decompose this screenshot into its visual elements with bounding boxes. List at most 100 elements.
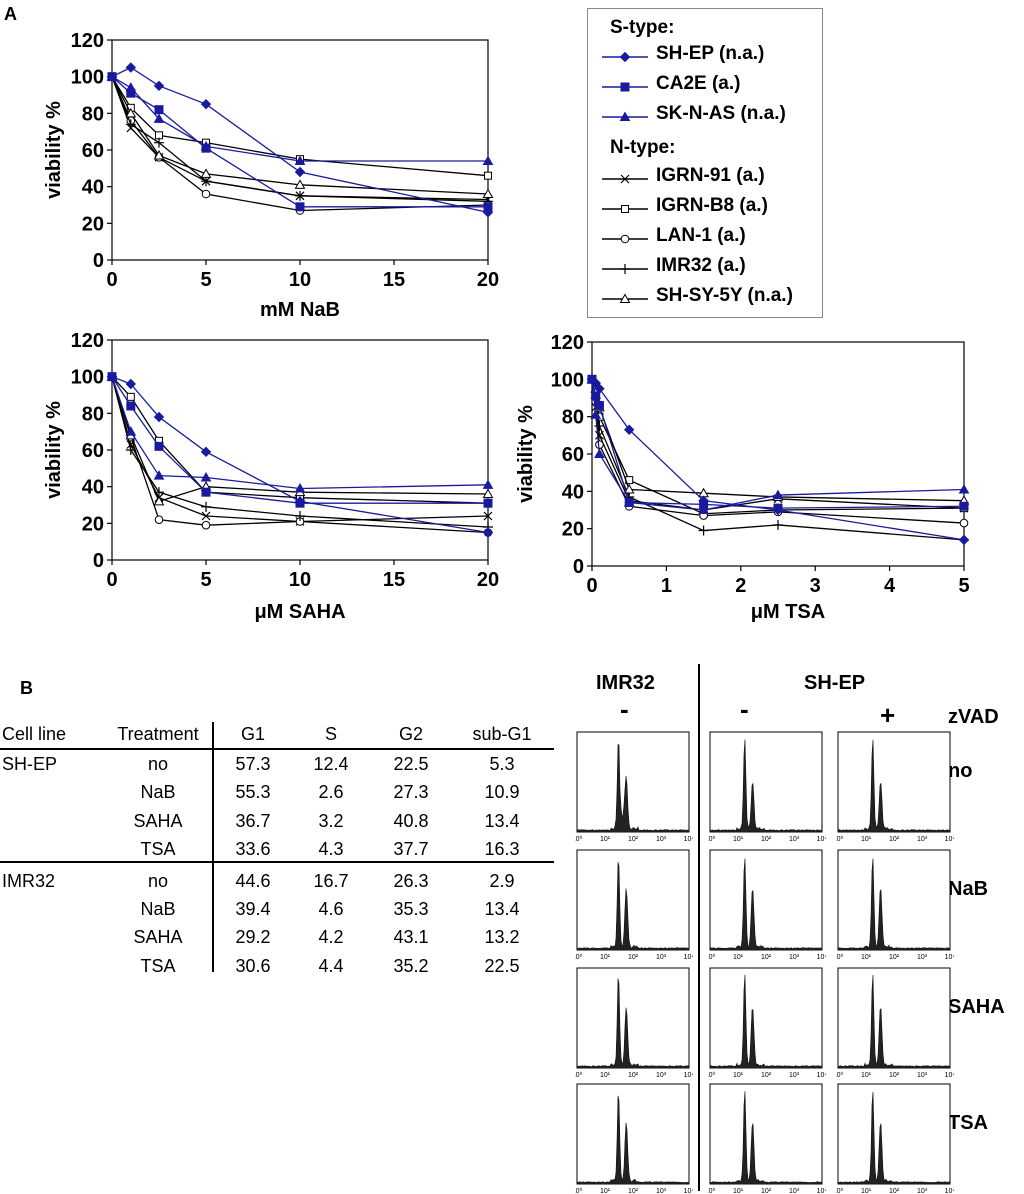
header-sub-g1: sub-G1 xyxy=(472,724,532,744)
legend-label: CA2E (a.) xyxy=(656,73,741,94)
data-point xyxy=(294,482,306,493)
histogram-tick-label: 10³ xyxy=(917,1188,928,1194)
legend-swatch xyxy=(602,174,648,184)
table-header: Cell line Treatment G1 S G2 sub-G1 xyxy=(0,724,560,748)
histogram-tick-label: 10⁰ xyxy=(575,1071,582,1078)
g2-value: 26.3 xyxy=(393,870,429,891)
legend-swatch xyxy=(602,234,648,244)
histogram-row-label: SAHA xyxy=(948,996,1005,1018)
panel-a-label: A xyxy=(4,4,17,24)
saha-viability-chart: 0 20 40 60 80 100 120 0 5 10 15 20 μM SAHA viability … xyxy=(43,330,499,623)
g1-value: 39.4 xyxy=(235,899,271,919)
legend-item: SH-EP (n.a.) xyxy=(588,43,822,71)
data-point xyxy=(295,498,305,508)
sub-g1-value: 2.9 xyxy=(489,870,515,891)
legend-item: LAN-1 (a.) xyxy=(588,225,822,253)
data-point xyxy=(153,80,165,92)
table-row: SAHA 29.2 4.2 43.1 13.2 xyxy=(0,927,560,951)
histogram-bars xyxy=(709,1091,823,1185)
histogram-tick-label: 10¹ xyxy=(600,1072,611,1078)
histogram-tick-label: 10¹ xyxy=(600,1188,611,1194)
legend-label: IGRN-B8 (a.) xyxy=(656,195,768,216)
data-point xyxy=(201,189,211,199)
y-tick-label: 0 xyxy=(93,250,104,272)
s-value: 4.2 xyxy=(318,927,344,948)
legend-marker xyxy=(619,111,631,121)
histogram-frame xyxy=(709,967,823,1069)
histogram-frame xyxy=(576,967,690,1069)
data-point xyxy=(773,519,783,530)
legend-item: IGRN-91 (a.) xyxy=(588,165,822,193)
histogram-frame xyxy=(709,1083,823,1185)
histogram-tick-label: 10⁴ xyxy=(817,836,826,842)
g1-value: 29.2 xyxy=(235,927,271,948)
legend-s-type-heading: S-type: xyxy=(610,17,675,38)
histogram-bars xyxy=(837,739,951,833)
legend-label: SH-SY-5Y (n.a.) xyxy=(656,285,793,306)
histogram-tick-label: 10³ xyxy=(656,1188,667,1194)
histogram-tick-label: 10¹ xyxy=(600,836,611,842)
data-point xyxy=(200,140,212,151)
s-value: 12.4 xyxy=(313,754,349,774)
histogram-row-label: NaB xyxy=(948,878,989,900)
data-point xyxy=(594,421,605,431)
legend-label: IMR32 (a.) xyxy=(656,255,746,276)
histogram-bars xyxy=(837,975,951,1069)
data-point xyxy=(295,511,305,521)
histogram-sh-ep-plus-saha: 10⁰ 10¹ 10² 10³ 10⁴ xyxy=(836,967,954,1078)
y-tick-label: 20 xyxy=(562,519,584,541)
data-point xyxy=(482,155,494,165)
legend-n-type-heading: N-type: xyxy=(610,137,676,158)
data-point xyxy=(484,171,492,180)
y-tick-label: 60 xyxy=(82,440,104,462)
zvad-sign-sh-ep-plus: + xyxy=(880,700,896,730)
data-point xyxy=(153,495,165,506)
g1-value: 36.7 xyxy=(235,810,271,831)
histogram-tick-label: 10⁰ xyxy=(836,1071,843,1078)
histogram-tick-label: 10¹ xyxy=(861,954,872,960)
series-sk-n-as-n-a xyxy=(106,371,494,493)
x-tick-label: 10 xyxy=(289,269,311,291)
panel-b-label: B xyxy=(20,678,33,698)
header-g1: G1 xyxy=(240,724,265,744)
y-tick-label: 80 xyxy=(82,103,104,125)
g2-value: 27.3 xyxy=(393,782,429,803)
x-tick-label: 2 xyxy=(735,575,746,597)
histogram-sh-ep-minus-tsa: 10⁰10¹10²10³10⁴ xyxy=(708,1083,826,1194)
histogram-tick-label: 10³ xyxy=(917,836,928,842)
table-row: NaB 55.3 2.6 27.3 10.9 xyxy=(0,782,560,806)
histogram-frame xyxy=(576,1083,690,1185)
x-tick-label: 5 xyxy=(200,269,211,291)
data-point xyxy=(125,62,137,73)
treatment: no xyxy=(147,870,169,891)
data-point xyxy=(594,448,605,458)
data-point xyxy=(772,489,784,500)
data-point xyxy=(623,424,635,435)
y-tick-label: 0 xyxy=(93,550,104,572)
sub-g1-value: 22.5 xyxy=(484,955,520,976)
data-point xyxy=(153,411,165,423)
g1-value: 44.6 xyxy=(235,870,271,891)
sub-g1-value: 10.9 xyxy=(484,782,520,803)
data-point xyxy=(482,479,494,489)
g2-value: 35.3 xyxy=(393,899,429,919)
legend-item: SH-SY-5Y (n.a.) xyxy=(588,285,822,313)
histogram-tick-label: 10³ xyxy=(789,1188,800,1194)
data-point xyxy=(154,137,164,148)
histogram-imr32-no: 10⁰ 10¹ 10² 10³ 10⁴ xyxy=(575,731,693,842)
legend-marker xyxy=(621,205,629,213)
x-tick-label: 20 xyxy=(477,269,499,291)
x-tick-label: 5 xyxy=(958,575,969,597)
data-point xyxy=(295,190,305,201)
legend-swatch xyxy=(602,264,648,274)
y-tick-label: 40 xyxy=(82,177,104,199)
histogram-tick-label: 10⁴ xyxy=(817,1188,826,1194)
cell-line: IMR32 xyxy=(2,870,56,891)
data-point xyxy=(154,441,164,451)
histogram-tick-label: 10¹ xyxy=(733,1072,744,1078)
data-point xyxy=(294,155,306,165)
histogram-bars xyxy=(576,978,690,1069)
y-tick-label: 60 xyxy=(562,444,584,466)
legend-label: SH-EP (n.a.) xyxy=(656,43,765,64)
histogram-frame xyxy=(709,849,823,951)
